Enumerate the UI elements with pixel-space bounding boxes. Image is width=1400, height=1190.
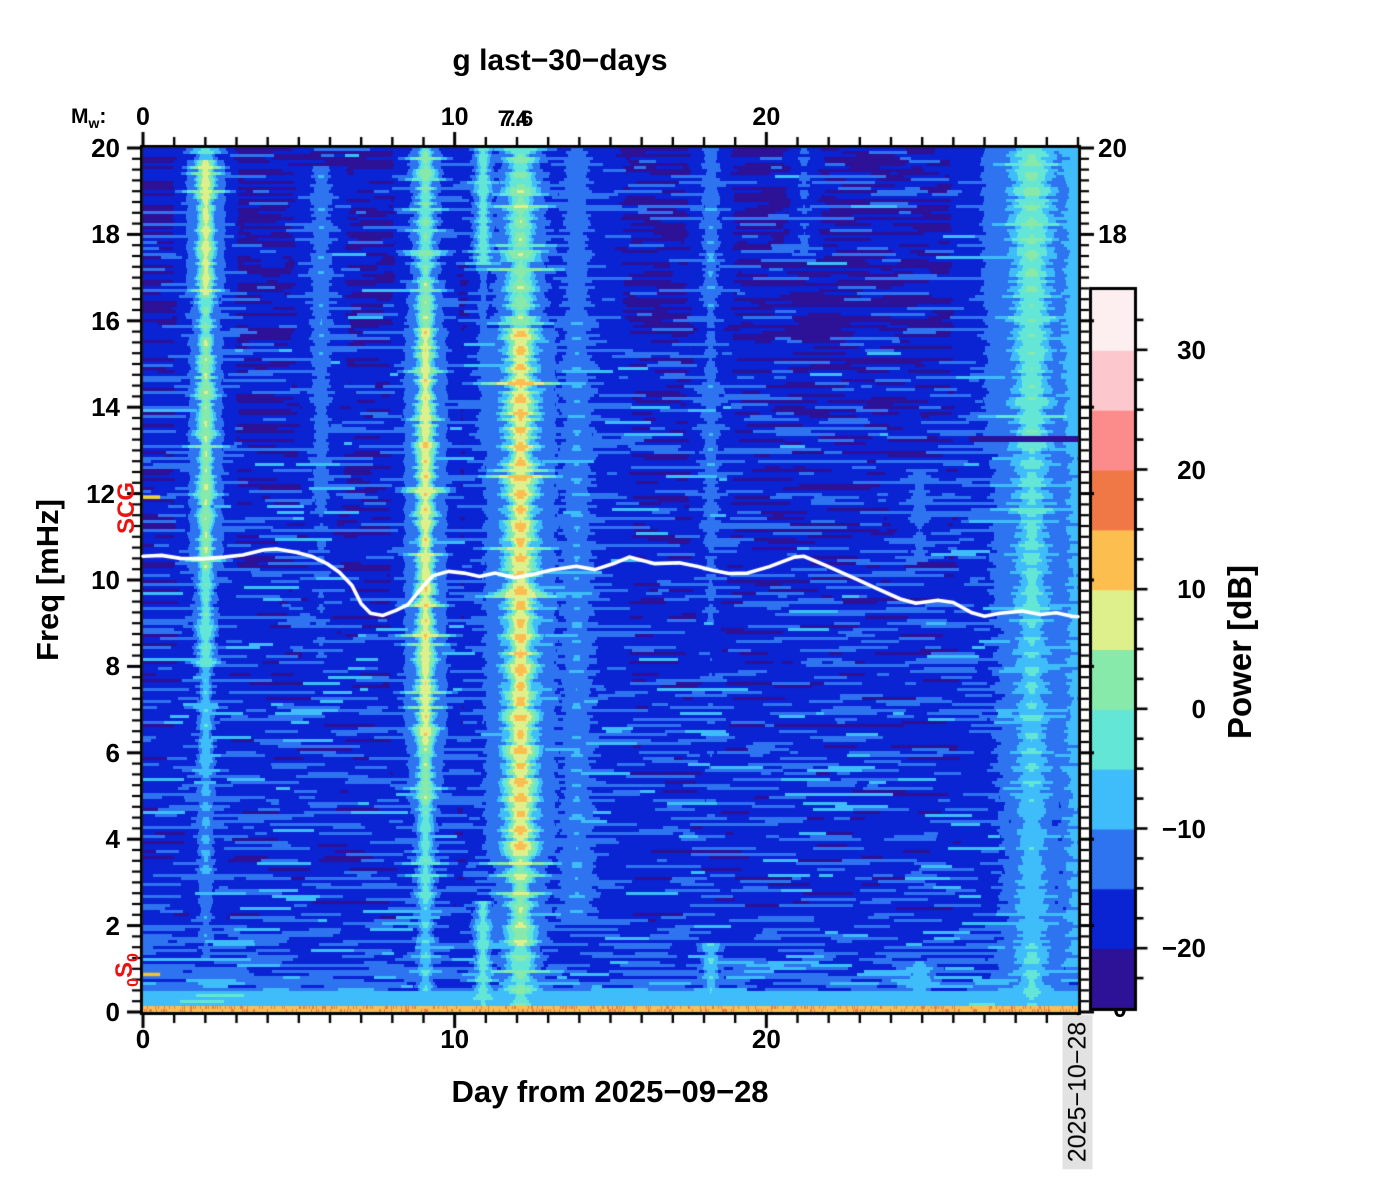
colorbar-title: Power [dB] [1221, 564, 1258, 740]
y-tick-label: 12 [86, 478, 115, 509]
top-x-tick-label: 10 [440, 103, 469, 131]
colorbar-tick-label: 10 [1177, 574, 1206, 605]
figure-title: g last−30−days [452, 44, 668, 77]
mode-letter: S [111, 961, 139, 979]
y-tick-label: 8 [105, 651, 120, 682]
y-right-tick-label: 20 [1098, 133, 1127, 163]
y-tick-label: 0 [105, 997, 120, 1027]
x-tick-label: 0 [135, 1024, 151, 1054]
mw-prefix: M [71, 105, 89, 128]
colorbar-tick-label: −10 [1161, 813, 1206, 844]
y-tick-label: 18 [91, 219, 120, 250]
mw-colon: : [99, 105, 107, 128]
mode-suffix-subscript: 0 [124, 953, 142, 962]
mw-axis-label: Mw: [71, 105, 106, 131]
scg-marker-label: SCG [113, 481, 140, 535]
colorbar-tick-label: −20 [1161, 933, 1206, 964]
event-magnitude-label: 7.6 [502, 106, 534, 131]
top-x-tick-label: 20 [752, 103, 781, 131]
end-date-side-label: 2025−10−28 [1062, 1014, 1093, 1170]
y-tick-label: 6 [105, 737, 120, 768]
spectrogram-canvas [143, 148, 1078, 1012]
mode-0s0-marker-label: 0S0 [111, 953, 143, 987]
colorbar-tick-label: 20 [1177, 454, 1206, 485]
mw-subscript: w [88, 115, 100, 132]
colorbar-tick-label: 30 [1177, 334, 1206, 365]
y-tick-label: 4 [105, 824, 120, 855]
end-date-text: 2025−10−28 [1062, 1014, 1093, 1170]
x-tick-label: 10 [440, 1024, 470, 1054]
y-right-tick-label: 18 [1098, 219, 1127, 250]
mode-prefix-subscript: 0 [124, 978, 142, 987]
y-tick-label: 14 [91, 392, 120, 423]
top-x-tick-label: 0 [136, 103, 150, 131]
x-tick-label: 20 [751, 1024, 781, 1054]
colorbar-canvas [1085, 278, 1235, 1038]
y-tick-label: 10 [91, 565, 120, 595]
y-tick-label: 20 [91, 133, 120, 163]
x-axis-title: Day from 2025−09−28 [451, 1074, 769, 1109]
y-tick-label: 2 [105, 910, 120, 941]
colorbar-tick-label: 0 [1191, 693, 1206, 724]
y-tick-label: 16 [91, 305, 120, 336]
